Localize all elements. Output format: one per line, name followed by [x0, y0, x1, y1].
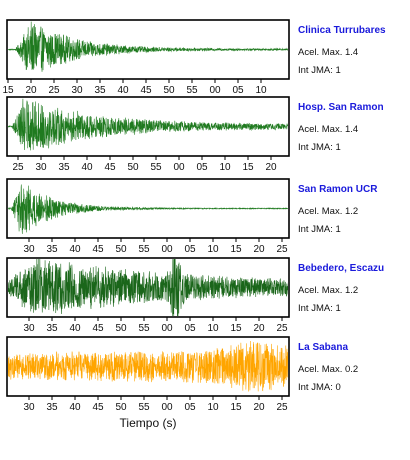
tick-label: 45: [140, 85, 152, 96]
tick-label: 45: [104, 162, 116, 173]
tick-label: 45: [92, 244, 104, 255]
panel-frame: [6, 96, 290, 157]
max-acceleration: Acel. Max. 0.2: [298, 364, 358, 375]
panel-5: 30 35 40 45 50 55 00 05 10 15 20 25 La Sabana Acel. M…: [6, 336, 358, 413]
jma-intensity: Int JMA: 1: [298, 65, 341, 76]
jma-intensity: Int JMA: 0: [298, 382, 341, 393]
tick-label: 40: [117, 85, 129, 96]
tick-label: 20: [253, 323, 265, 334]
tick-label: 10: [255, 85, 267, 96]
waveform-trace: [8, 259, 288, 316]
tick-label: 10: [207, 402, 219, 413]
tick-label: 55: [138, 402, 150, 413]
tick-label: 10: [219, 162, 231, 173]
panel-1: 15 20 25 30 35 40 45 50 55 00 05 10 Clinica Turrubar…: [2, 19, 386, 96]
tick-label: 40: [69, 244, 81, 255]
tick-label: 15: [2, 85, 14, 96]
tick-label: 25: [12, 162, 24, 173]
tick-label: 50: [115, 402, 127, 413]
tick-label: 10: [207, 244, 219, 255]
tick-label: 35: [46, 323, 58, 334]
panel-4: 30 35 40 45 50 55 00 05 10 15 20 25 Bebedero, Escazu…: [6, 257, 384, 334]
tick-label: 50: [115, 244, 127, 255]
station-name: Bebedero, Escazu: [298, 263, 384, 274]
waveform-trace: [8, 340, 288, 392]
jma-intensity: Int JMA: 1: [298, 224, 341, 235]
tick-label: 15: [230, 244, 242, 255]
x-axis-title: Tiempo (s): [120, 416, 177, 430]
panel-frame: [6, 19, 290, 80]
tick-label: 30: [23, 323, 35, 334]
tick-label: 25: [48, 85, 60, 96]
tick-label: 55: [138, 244, 150, 255]
tick-label: 30: [35, 162, 47, 173]
tick-label: 25: [276, 402, 288, 413]
waveform-trace: [8, 184, 288, 234]
tick-label: 20: [25, 85, 37, 96]
tick-label: 05: [184, 402, 196, 413]
max-acceleration: Acel. Max. 1.2: [298, 206, 358, 217]
tick-label: 20: [253, 244, 265, 255]
tick-label: 20: [253, 402, 265, 413]
tick-label: 20: [265, 162, 277, 173]
max-acceleration: Acel. Max. 1.2: [298, 285, 358, 296]
jma-intensity: Int JMA: 1: [298, 303, 341, 314]
panel-frame: [6, 336, 290, 397]
jma-intensity: Int JMA: 1: [298, 142, 341, 153]
tick-label: 15: [242, 162, 254, 173]
tick-label: 35: [46, 402, 58, 413]
tick-label: 10: [207, 323, 219, 334]
waveform-trace: [8, 21, 288, 72]
tick-label: 45: [92, 402, 104, 413]
tick-label: 50: [115, 323, 127, 334]
max-acceleration: Acel. Max. 1.4: [298, 47, 358, 58]
panels-group: 15 20 25 30 35 40 45 50 55 00 05 10 Clinica Turrubar…: [2, 19, 386, 413]
tick-label: 35: [94, 85, 106, 96]
tick-label: 30: [23, 244, 35, 255]
station-name: La Sabana: [298, 342, 348, 353]
tick-label: 15: [230, 323, 242, 334]
tick-label: 35: [58, 162, 70, 173]
tick-label: 40: [81, 162, 93, 173]
station-name: Clinica Turrubares: [298, 25, 386, 36]
tick-label: 35: [46, 244, 58, 255]
tick-label: 15: [230, 402, 242, 413]
tick-label: 30: [23, 402, 35, 413]
panel-frame: [6, 257, 290, 318]
tick-label: 50: [163, 85, 175, 96]
tick-label: 05: [184, 244, 196, 255]
tick-label: 00: [161, 323, 173, 334]
tick-label: 25: [276, 323, 288, 334]
tick-label: 00: [161, 402, 173, 413]
tick-label: 30: [71, 85, 83, 96]
tick-label: 00: [173, 162, 185, 173]
tick-label: 40: [69, 402, 81, 413]
station-name: San Ramon UCR: [298, 184, 378, 195]
tick-label: 00: [209, 85, 221, 96]
tick-label: 05: [232, 85, 244, 96]
tick-label: 55: [186, 85, 198, 96]
tick-label: 50: [127, 162, 139, 173]
tick-label: 05: [196, 162, 208, 173]
tick-label: 40: [69, 323, 81, 334]
tick-label: 45: [92, 323, 104, 334]
max-acceleration: Acel. Max. 1.4: [298, 124, 358, 135]
panel-2: 25 30 35 40 45 50 55 00 05 10 15 20 Hosp. San Ramon A…: [6, 96, 384, 173]
panel-frame: [6, 178, 290, 239]
panel-3: 30 35 40 45 50 55 00 05 10 15 20 25 San Ramon UCR Ace…: [6, 178, 378, 255]
tick-label: 25: [276, 244, 288, 255]
waveform-trace: [8, 98, 288, 151]
tick-label: 55: [138, 323, 150, 334]
tick-label: 55: [150, 162, 162, 173]
station-name: Hosp. San Ramon: [298, 102, 384, 113]
tick-label: 00: [161, 244, 173, 255]
tick-label: 05: [184, 323, 196, 334]
